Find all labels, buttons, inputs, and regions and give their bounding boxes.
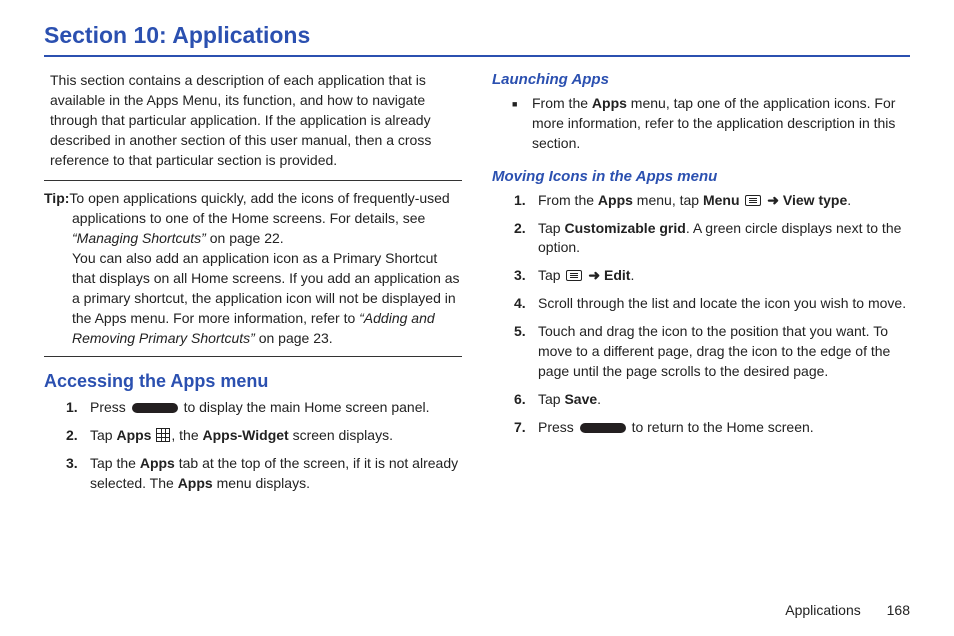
text: to return to the Home screen. — [628, 419, 814, 435]
launching-heading: Launching Apps — [492, 71, 910, 88]
moving-step-4: 4. Scroll through the list and locate th… — [514, 294, 910, 314]
moving-step-7: 7. Press to return to the Home screen. — [514, 418, 910, 438]
moving-step-3: 3. Tap ➜ Edit. — [514, 266, 910, 286]
text: to display the main Home screen panel. — [180, 399, 430, 415]
menu-icon — [745, 195, 761, 206]
tip-box: Tip:To open applications quickly, add th… — [44, 180, 462, 357]
right-column: Launching Apps From the Apps menu, tap o… — [492, 71, 910, 508]
tip-ref-1: “Managing Shortcuts” — [72, 230, 206, 246]
step-number: 2. — [66, 426, 78, 446]
apps-grid-icon — [156, 428, 170, 442]
step-number: 4. — [514, 294, 526, 314]
text: Tap the — [90, 455, 140, 471]
text: screen displays. — [289, 427, 393, 443]
text: Press — [538, 419, 578, 435]
text: menu, tap — [633, 192, 703, 208]
step-number: 7. — [514, 418, 526, 438]
bold: Edit — [604, 267, 630, 283]
page-footer: Applications 168 — [785, 602, 910, 618]
text: From the — [538, 192, 598, 208]
moving-step-5: 5. Touch and drag the icon to the positi… — [514, 322, 910, 382]
bold: Apps — [178, 475, 213, 491]
accessing-heading: Accessing the Apps menu — [44, 371, 462, 392]
intro-paragraph: This section contains a description of e… — [44, 71, 462, 170]
tip-label: Tip: — [44, 190, 69, 206]
title-rule — [44, 55, 910, 57]
menu-icon — [566, 270, 582, 281]
launching-bullets: From the Apps menu, tap one of the appli… — [492, 94, 910, 154]
accessing-step-3: 3. Tap the Apps tab at the top of the sc… — [66, 454, 462, 494]
text: . — [847, 192, 851, 208]
tip-text-1a: To open applications quickly, add the ic… — [69, 190, 449, 226]
home-key-icon — [580, 423, 626, 433]
text: menu displays. — [213, 475, 310, 491]
step-number: 6. — [514, 390, 526, 410]
content-columns: This section contains a description of e… — [44, 71, 910, 508]
bold: View type — [783, 192, 847, 208]
moving-step-2: 2. Tap Customizable grid. A green circle… — [514, 219, 910, 259]
arrow: ➜ — [763, 192, 783, 208]
bold: Menu — [703, 192, 740, 208]
arrow: ➜ — [584, 267, 604, 283]
text: From the — [532, 95, 592, 111]
bold: Customizable grid — [564, 220, 685, 236]
tip-text-2b: on page 23. — [255, 330, 333, 346]
bold: Apps — [116, 427, 151, 443]
bold: Apps-Widget — [203, 427, 289, 443]
bold: Apps — [598, 192, 633, 208]
bold: Apps — [592, 95, 627, 111]
moving-steps: 1. From the Apps menu, tap Menu ➜ View t… — [492, 191, 910, 438]
footer-label: Applications — [785, 602, 861, 618]
home-key-icon — [132, 403, 178, 413]
accessing-steps: 1. Press to display the main Home screen… — [44, 398, 462, 494]
accessing-step-1: 1. Press to display the main Home screen… — [66, 398, 462, 418]
text: Scroll through the list and locate the i… — [538, 295, 906, 311]
step-number: 3. — [66, 454, 78, 474]
step-number: 1. — [66, 398, 78, 418]
text: , the — [171, 427, 202, 443]
moving-step-1: 1. From the Apps menu, tap Menu ➜ View t… — [514, 191, 910, 211]
bold: Apps — [140, 455, 175, 471]
tip-line-2: You can also add an application icon as … — [44, 249, 462, 348]
step-number: 5. — [514, 322, 526, 342]
step-number: 3. — [514, 266, 526, 286]
step-number: 1. — [514, 191, 526, 211]
text: Press — [90, 399, 130, 415]
text: Tap — [538, 391, 564, 407]
accessing-step-2: 2. Tap Apps , the Apps-Widget screen dis… — [66, 426, 462, 446]
tip-line-1: Tip:To open applications quickly, add th… — [44, 189, 462, 249]
text: Touch and drag the icon to the position … — [538, 323, 890, 379]
text: Tap — [538, 220, 564, 236]
text: Tap — [538, 267, 564, 283]
manual-page: Section 10: Applications This section co… — [0, 0, 954, 636]
bold: Save — [564, 391, 597, 407]
launching-bullet-1: From the Apps menu, tap one of the appli… — [512, 94, 910, 154]
section-title: Section 10: Applications — [44, 22, 910, 49]
step-number: 2. — [514, 219, 526, 239]
text: Tap — [90, 427, 116, 443]
text: . — [597, 391, 601, 407]
tip-text-1b: on page 22. — [206, 230, 284, 246]
left-column: This section contains a description of e… — [44, 71, 462, 508]
text: . — [630, 267, 634, 283]
page-number: 168 — [887, 602, 910, 618]
moving-step-6: 6. Tap Save. — [514, 390, 910, 410]
moving-heading: Moving Icons in the Apps menu — [492, 168, 910, 185]
